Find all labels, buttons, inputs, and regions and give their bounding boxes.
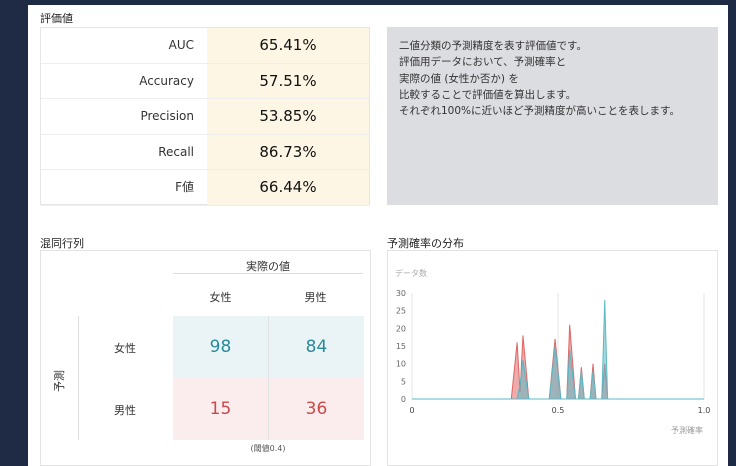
y-tick-label: 20 [396, 324, 406, 333]
metric-row: AUC 65.41% [41, 28, 369, 64]
y-tick-label: 5 [401, 377, 406, 386]
metrics-table: AUC 65.41% Accuracy 57.51% Precision 53.85% Re… [40, 27, 370, 206]
cell: 98 [173, 316, 268, 378]
metric-label: AUC [168, 38, 194, 52]
x-tick-label: 1.0 [698, 406, 711, 415]
y-tick-label: 30 [396, 289, 406, 298]
row-label: 男性 [114, 404, 136, 417]
divider [78, 316, 79, 440]
cell: 36 [268, 378, 364, 440]
metric-row: Recall 86.73% [41, 134, 369, 171]
metric-row: Precision 53.85% [41, 99, 369, 135]
description-line: 評価用データにおいて、予測確率と [399, 56, 567, 69]
y-tick-label: 15 [396, 342, 406, 351]
metric-value: 57.51% [207, 63, 369, 99]
cell: 15 [173, 378, 268, 440]
metric-value: 86.73% [207, 134, 369, 170]
description: 二値分類の予測精度を表す評価値です。 評価用データにおいて、予測確率と 実際の値 (… [387, 27, 718, 205]
metric-label: F値 [175, 180, 194, 195]
metric-label: Precision [140, 109, 194, 124]
x-tick-label: 0 [409, 406, 414, 415]
x-tick-label: 0.5 [552, 406, 565, 415]
description-line: 比較することで評価値を算出します。 [399, 88, 577, 101]
cell: 84 [268, 316, 364, 378]
section-title: 混同行列 [40, 237, 84, 250]
row-label: 女性 [114, 342, 136, 355]
column-label: 女性 [209, 291, 232, 304]
chart: データ数 予測確率 0 5 10 15 20 25 30 0 0.5 1.0 [387, 250, 718, 466]
section-title: 予測確率の分布 [387, 237, 464, 250]
metric-row: F値 66.44% [41, 170, 369, 206]
metric-value: 65.41% [207, 28, 369, 63]
description-line: それぞれ100%に近いほど予測精度が高いことを表します。 [399, 105, 680, 118]
area [412, 300, 704, 400]
y-axis-label: データ数 [395, 268, 427, 278]
threshold: (閾値0.4) [250, 444, 286, 453]
chart-frame [387, 250, 718, 466]
metric-label: Accuracy [139, 73, 194, 88]
section-title: 評価値 [40, 12, 73, 25]
column-label: 男性 [304, 291, 327, 304]
metric-value: 53.85% [207, 99, 369, 134]
y-tick-label: 10 [396, 360, 406, 369]
description-line: 実際の値 (女性か否か) を [399, 72, 519, 85]
y-tick-label: 25 [396, 307, 406, 316]
actual-label: 実際の値 [173, 258, 363, 274]
description-line: 二値分類の予測精度を表す評価値です。 [399, 40, 587, 52]
predicted-label: 予測 [53, 370, 66, 392]
metric-row: Accuracy 57.51% [41, 63, 369, 100]
metric-label: Recall [158, 144, 194, 159]
x-axis-label: 予測確率 [671, 425, 703, 435]
y-tick-label: 0 [401, 395, 406, 404]
metric-value: 66.44% [207, 170, 369, 205]
